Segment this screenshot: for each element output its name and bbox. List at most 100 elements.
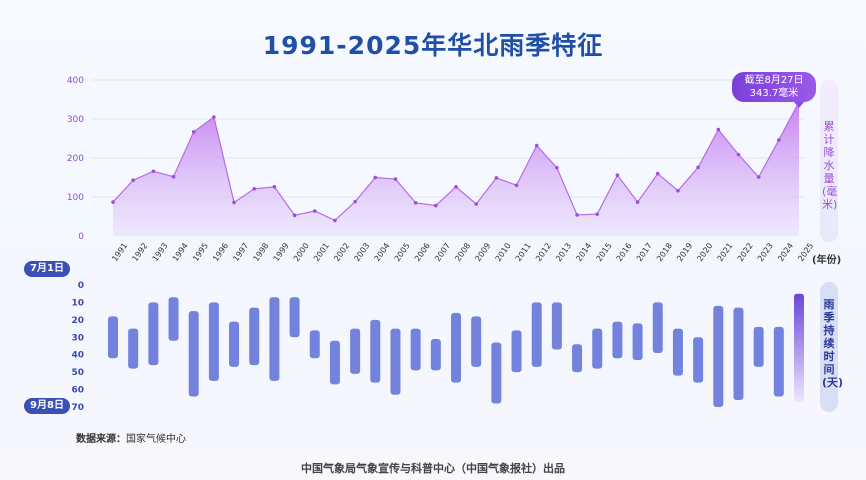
duration-bar <box>733 307 744 401</box>
precip-area <box>113 101 799 236</box>
precip-point <box>514 183 519 188</box>
precip-point <box>131 178 135 183</box>
year-label: 2016 <box>615 241 634 263</box>
duration-bar <box>652 302 663 353</box>
precip-point <box>333 218 337 223</box>
year-label: 1992 <box>130 241 149 263</box>
precip-point <box>635 200 640 204</box>
duration-tick-label: 40 <box>71 351 84 361</box>
y-tick-label: 200 <box>67 154 84 164</box>
y-tick-label: 300 <box>67 115 84 125</box>
duration-bar <box>148 302 159 366</box>
precip-point <box>534 143 539 148</box>
precip-point <box>373 175 378 180</box>
start-date-pill: 7月1日 <box>24 261 70 277</box>
year-label: 1999 <box>272 241 291 263</box>
duration-bar <box>491 342 502 404</box>
year-unit-label: (年份) <box>812 255 842 266</box>
duration-bar <box>329 340 340 385</box>
precip-point <box>555 165 559 170</box>
duration-bar <box>168 297 179 341</box>
duration-tick-label: 60 <box>71 386 84 396</box>
data-source: 数据来源：国家气候中心 <box>76 430 186 445</box>
latest-value-callout: 截至8月27日 343.7毫米 <box>732 72 816 108</box>
precip-point <box>736 152 741 157</box>
year-label: 2018 <box>655 241 674 263</box>
precip-point <box>353 199 357 204</box>
year-label: 2004 <box>373 241 392 263</box>
year-label: 2002 <box>332 241 351 263</box>
precip-point <box>252 187 257 191</box>
year-label: 2005 <box>393 241 412 263</box>
duration-bar <box>592 328 603 369</box>
duration-bar <box>370 319 381 383</box>
duration-bar <box>451 312 461 383</box>
year-label: 2022 <box>736 241 755 263</box>
duration-bar <box>612 321 623 359</box>
bottom-side-panel <box>820 282 838 412</box>
duration-bar <box>188 311 199 397</box>
duration-bar <box>128 328 139 369</box>
year-label: 2024 <box>776 241 795 263</box>
year-label: 2010 <box>494 241 513 263</box>
precip-point <box>434 203 438 208</box>
y-tick-label: 400 <box>67 76 84 86</box>
year-label: 2011 <box>514 241 533 263</box>
duration-bar <box>632 323 643 360</box>
precip-point <box>595 212 600 216</box>
y-tick-label: 100 <box>67 193 84 203</box>
year-label: 2008 <box>453 241 472 263</box>
duration-tick-label: 20 <box>71 316 84 326</box>
duration-bar <box>289 297 300 338</box>
duration-bar <box>249 307 260 366</box>
precip-point <box>777 138 781 142</box>
duration-bar <box>471 316 482 367</box>
duration-bar <box>410 328 421 371</box>
duration-bar <box>551 302 562 350</box>
duration-bar <box>269 297 280 381</box>
precip-point <box>615 173 620 177</box>
precip-point <box>676 188 680 193</box>
y-tick-label: 0 <box>78 232 84 242</box>
duration-bar <box>531 302 542 367</box>
year-label: 2012 <box>534 241 553 263</box>
duration-bar <box>390 328 401 395</box>
year-label: 2014 <box>574 241 593 263</box>
precip-point <box>575 213 579 217</box>
precip-point <box>171 174 176 179</box>
year-label: 2009 <box>473 241 492 263</box>
duration-tick-label: 70 <box>71 403 84 413</box>
precip-point <box>494 176 499 180</box>
duration-tick-label: 10 <box>71 298 84 308</box>
year-label: 2003 <box>352 241 371 263</box>
year-label: 2007 <box>433 241 452 263</box>
duration-bar <box>713 305 724 407</box>
year-label: 2015 <box>595 241 614 263</box>
precip-point <box>454 185 458 189</box>
precip-point <box>716 127 721 132</box>
year-label: 2021 <box>716 241 735 263</box>
year-label: 2006 <box>413 241 432 263</box>
callout-value: 343.7毫米 <box>749 88 799 99</box>
precip-point <box>393 177 398 181</box>
precip-point <box>232 200 236 205</box>
source-key: 数据来源： <box>76 434 126 445</box>
year-label: 2013 <box>554 241 573 263</box>
duration-bar <box>572 344 583 373</box>
precip-point <box>756 175 761 179</box>
precip-point <box>696 165 700 170</box>
duration-bar <box>350 328 361 374</box>
duration-bar <box>430 339 441 371</box>
precip-point <box>655 171 660 176</box>
duration-bar <box>108 316 118 359</box>
callout-date: 截至8月27日 <box>744 75 804 86</box>
duration-tick-label: 0 <box>78 281 84 291</box>
precip-point <box>474 202 478 206</box>
year-label: 1995 <box>191 241 210 263</box>
source-value: 国家气候中心 <box>126 434 186 445</box>
year-label: 1997 <box>231 241 250 263</box>
bottom-axis-label: 雨季持续时间(天) <box>822 298 844 389</box>
precip-point <box>413 201 418 205</box>
